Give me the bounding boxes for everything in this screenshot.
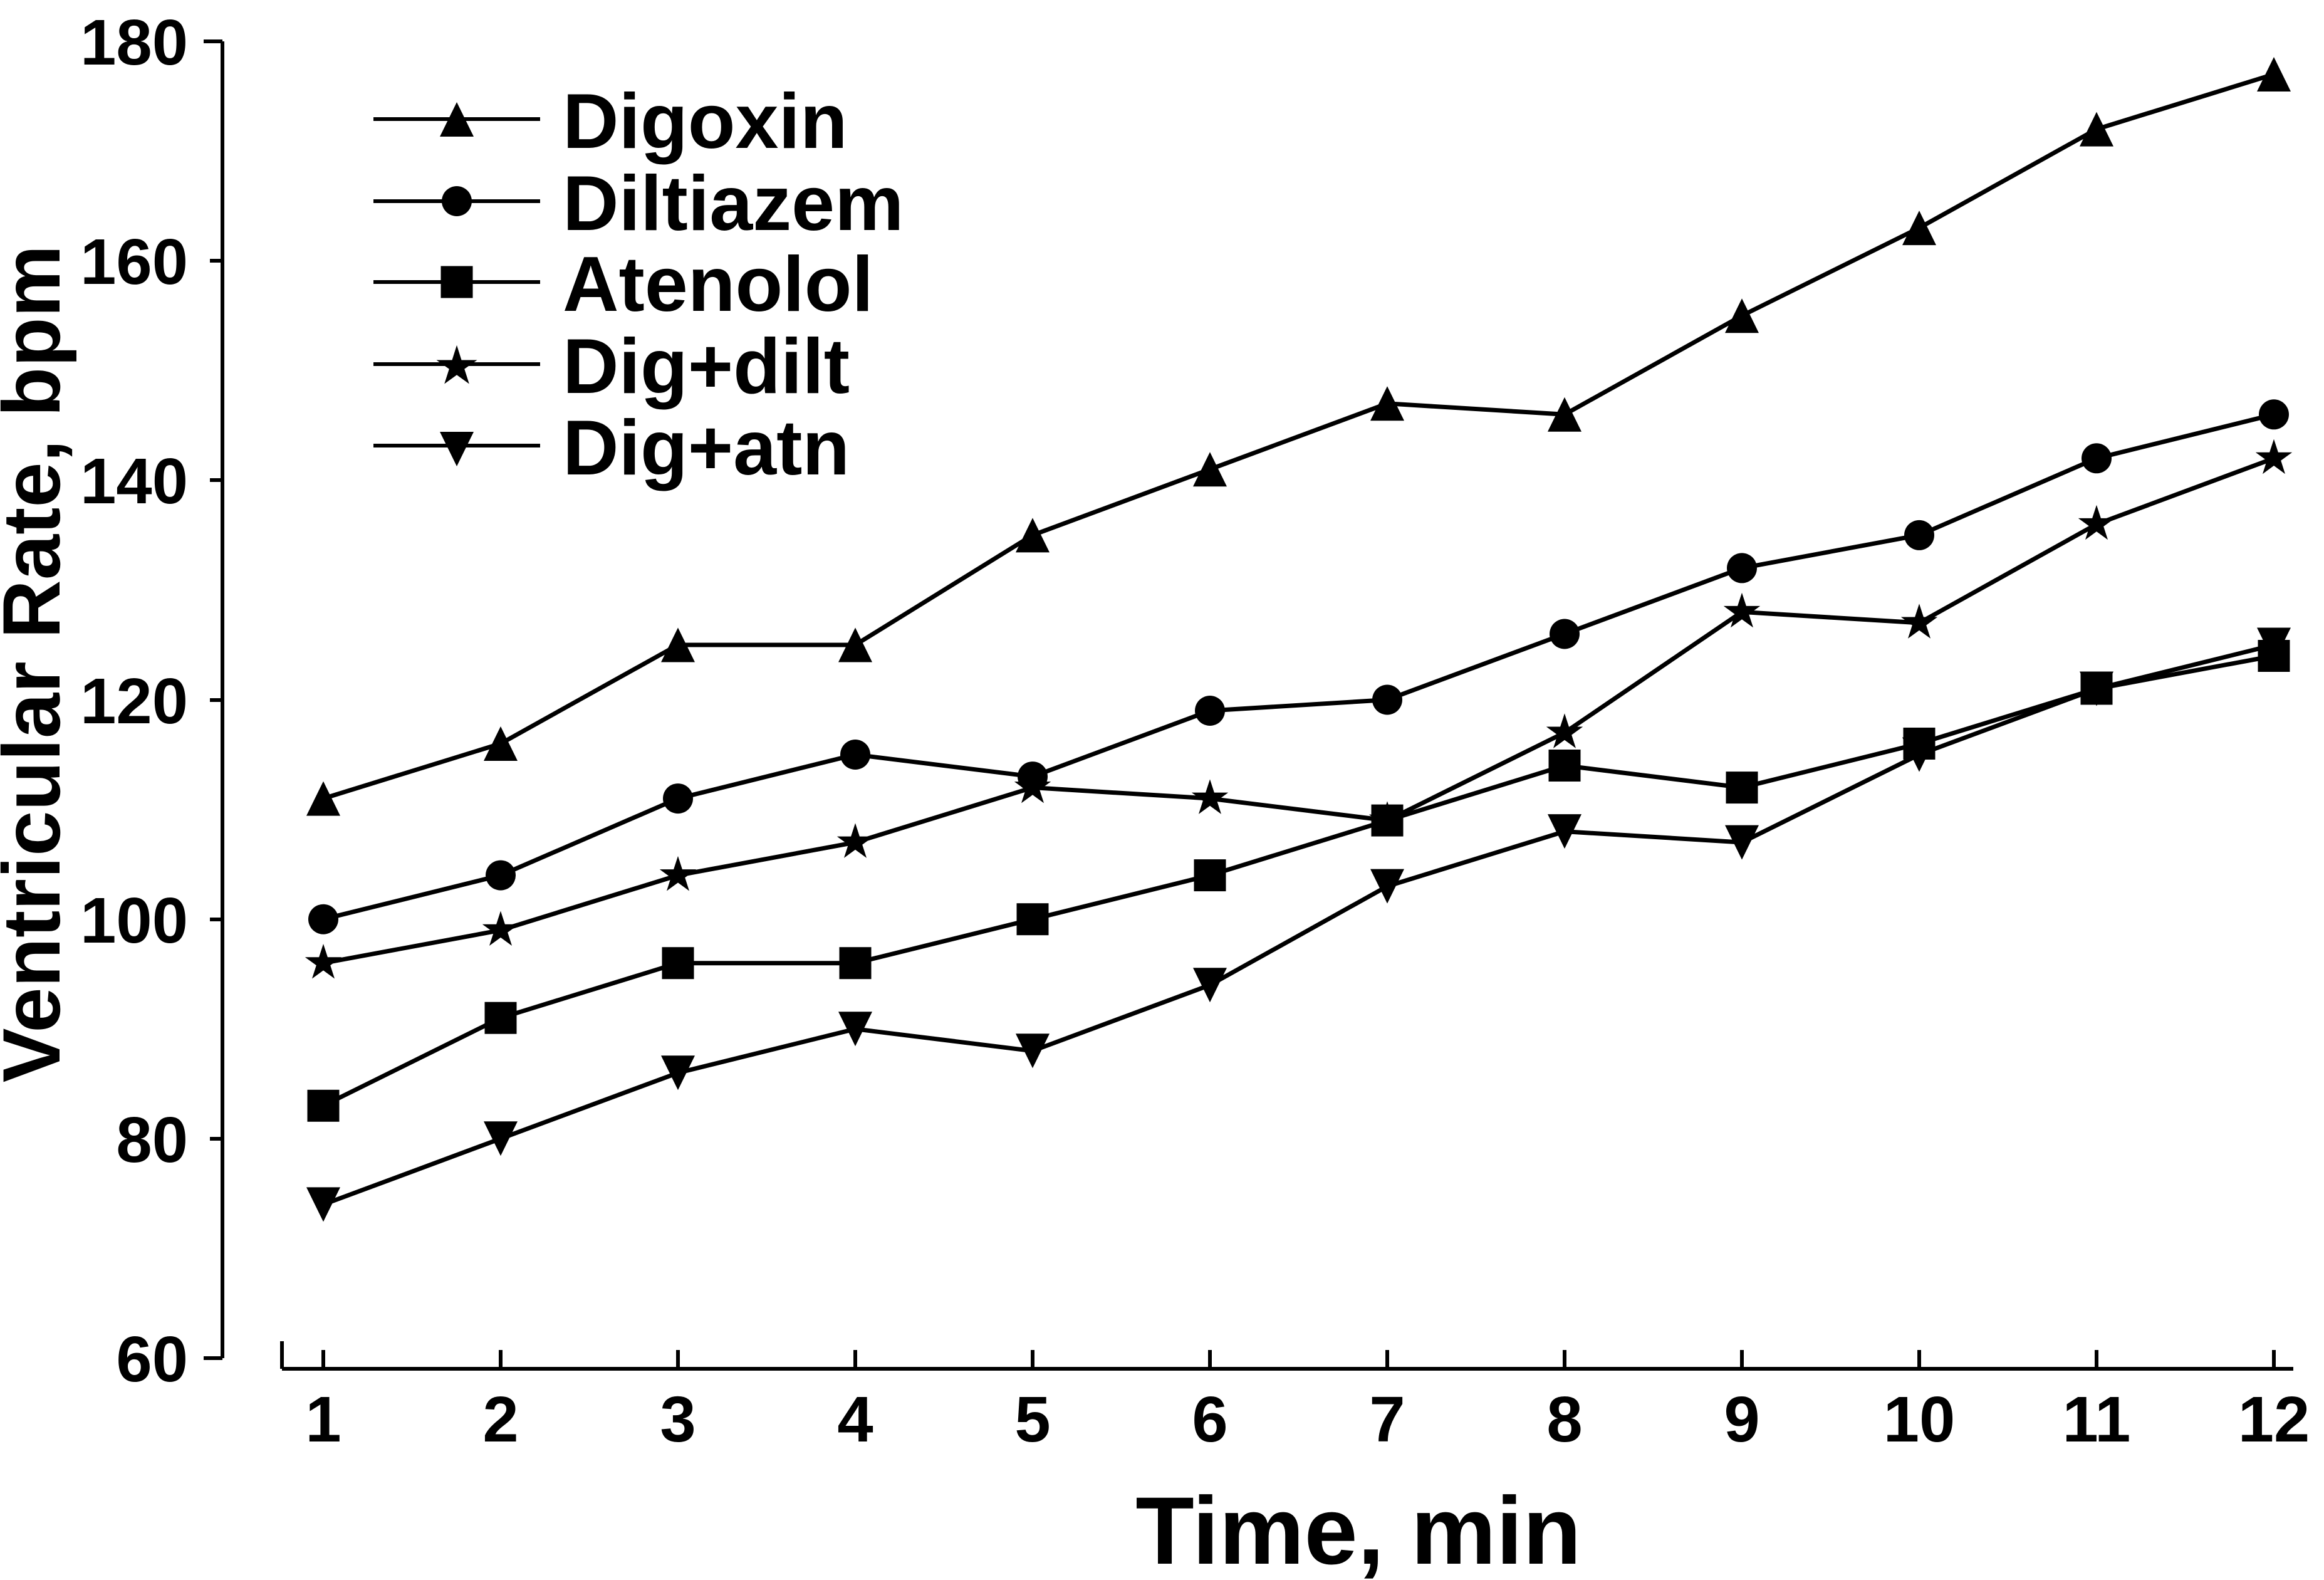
svg-text:5: 5 [1014,1383,1050,1455]
svg-text:60: 60 [116,1323,188,1395]
svg-text:Digoxin: Digoxin [563,78,848,165]
svg-text:12: 12 [2238,1383,2310,1455]
svg-text:9: 9 [1724,1383,1759,1455]
svg-text:3: 3 [660,1383,696,1455]
svg-text:80: 80 [116,1104,188,1176]
svg-text:140: 140 [80,445,188,517]
svg-text:8: 8 [1546,1383,1582,1455]
svg-text:Ventricular Rate, bpm: Ventricular Rate, bpm [0,245,77,1083]
svg-text:160: 160 [80,226,188,298]
svg-text:Dig+dilt: Dig+dilt [563,323,850,410]
svg-text:11: 11 [2063,1383,2131,1455]
svg-text:1: 1 [305,1383,341,1455]
svg-text:Dig+atn: Dig+atn [563,405,850,491]
svg-text:7: 7 [1369,1383,1405,1455]
svg-text:100: 100 [80,884,188,956]
svg-text:180: 180 [80,6,188,78]
svg-text:120: 120 [80,665,188,737]
svg-text:4: 4 [837,1383,873,1455]
svg-text:2: 2 [482,1383,518,1455]
svg-text:10: 10 [1884,1383,1956,1455]
svg-text:Time, min: Time, min [1135,1477,1581,1580]
svg-text:6: 6 [1192,1383,1227,1455]
svg-text:Atenolol: Atenolol [563,241,873,328]
svg-text:Diltiazem: Diltiazem [563,160,904,247]
